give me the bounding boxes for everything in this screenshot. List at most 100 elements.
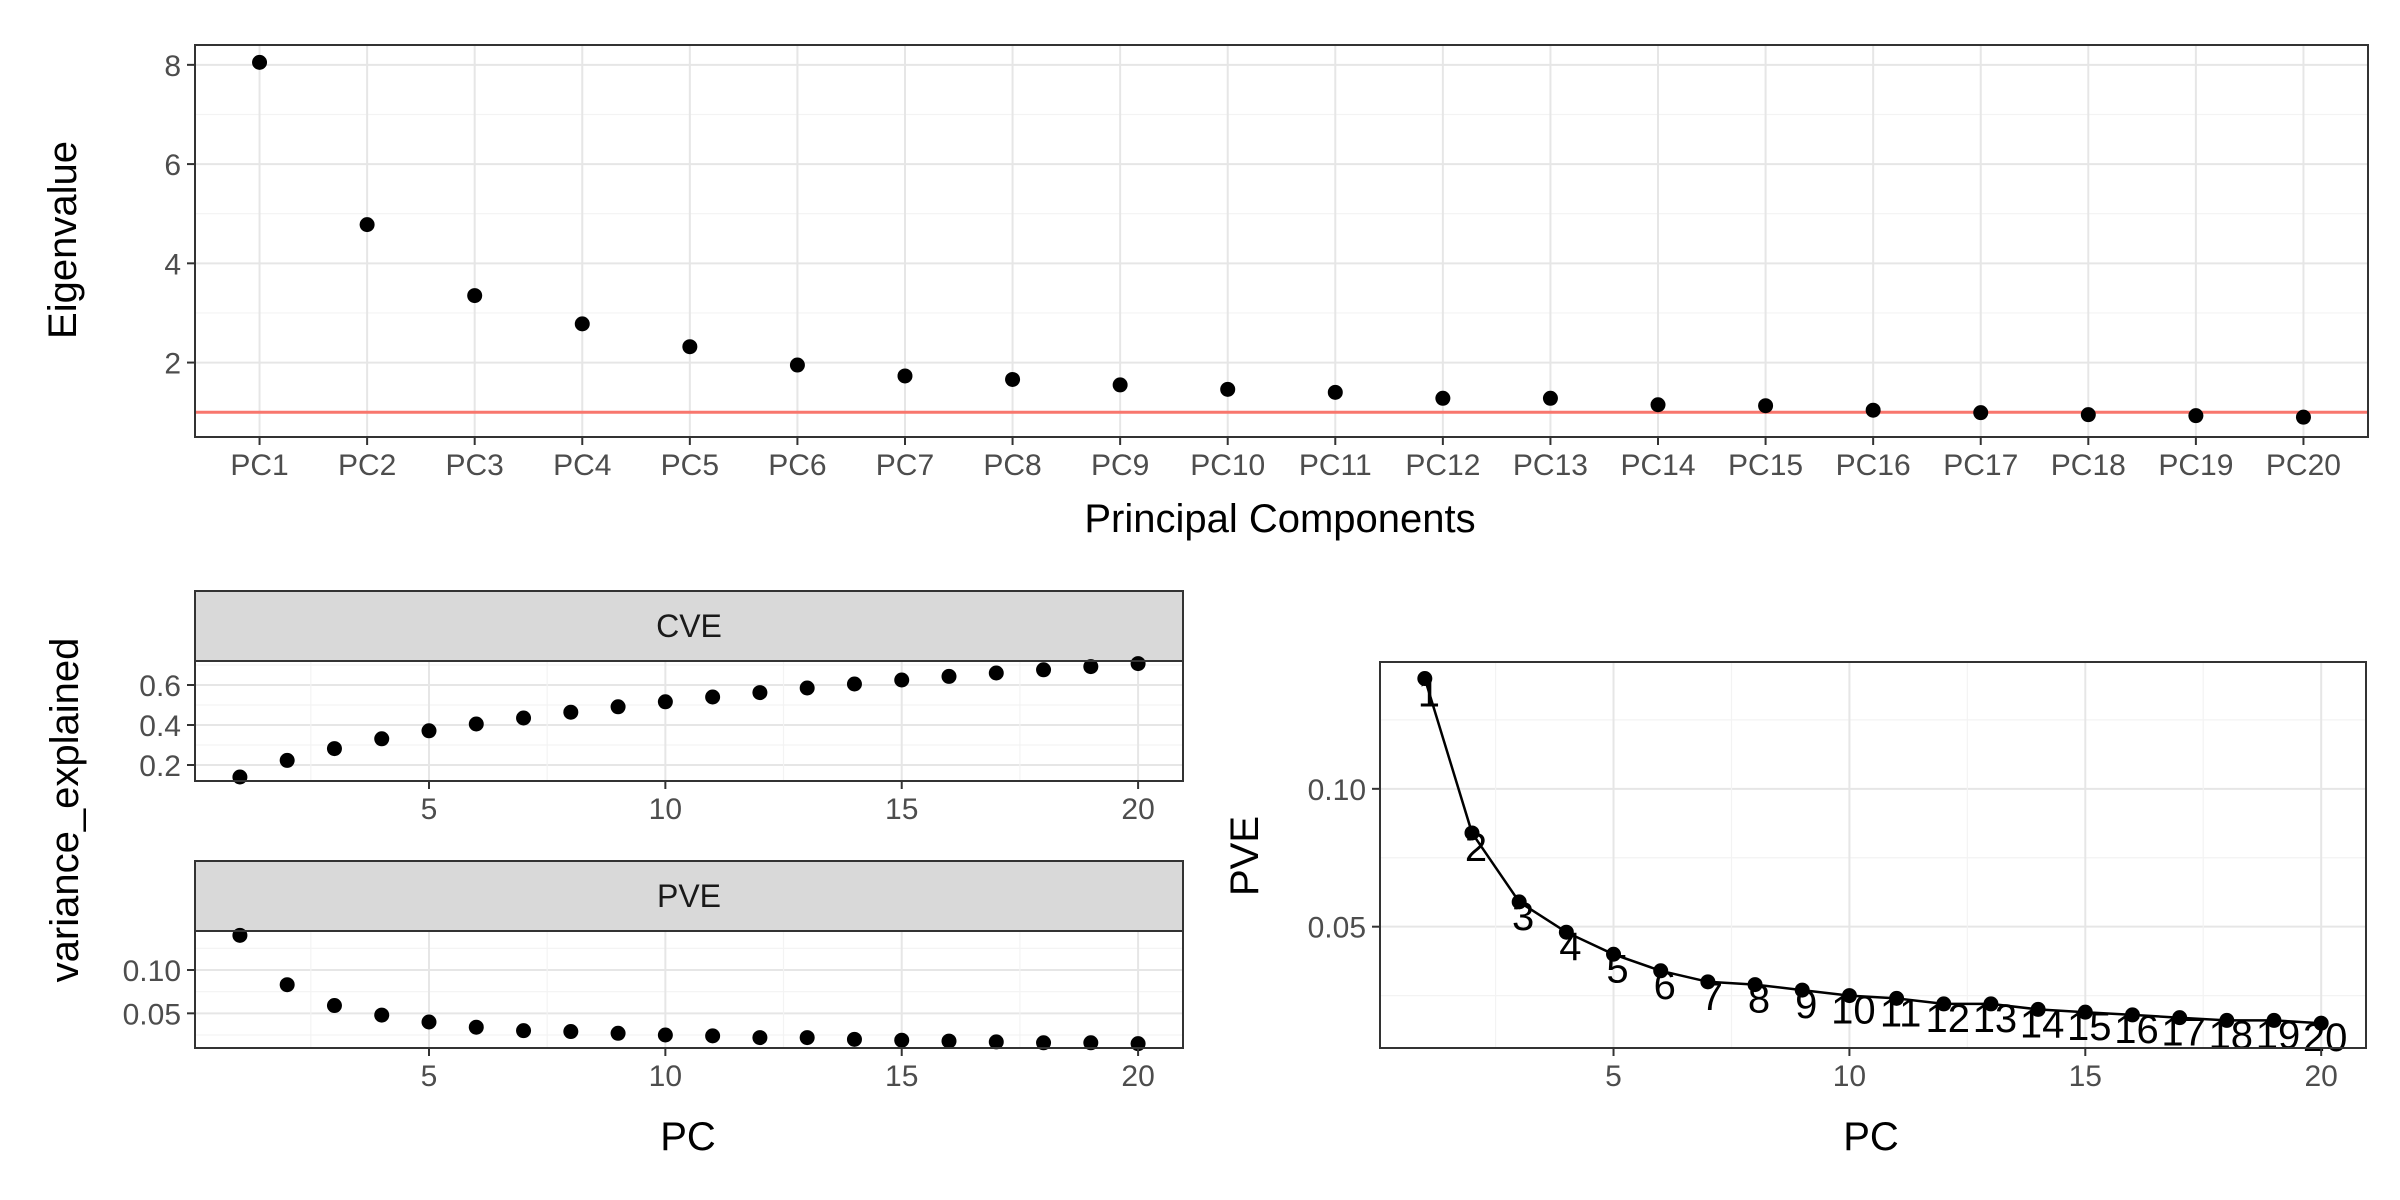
pve-line-point-3 (1511, 894, 1527, 910)
eigenvalue-plot: 2 4 6 8 PC1 PC2 PC3 PC4 PC5 PC6 PC7 PC8 PC9 PC10 PC11… (41, 44, 2369, 541)
facet-strip-label-cve: CVE (656, 608, 722, 644)
pve-line-point-6 (1653, 963, 1669, 979)
eigenvalue-panel-border (194, 44, 2369, 438)
pve-facet-point-6 (468, 1019, 484, 1035)
facets-x-axis-title: PC (660, 1115, 716, 1159)
eigenvalue-point-PC3 (467, 288, 483, 304)
cve-point-14 (846, 676, 862, 692)
pve-point-label-18: 18 (2209, 1013, 2254, 1057)
pve-point-label-13: 13 (1973, 997, 2018, 1041)
eigenvalue-x-tick-label: PC12 (1405, 449, 1480, 482)
pve-line-x-tick-label: 10 (1833, 1060, 1866, 1093)
pve-line-point-11 (1889, 990, 1905, 1006)
pve-point-label-5: 5 (1606, 947, 1628, 991)
pve-point-label-7: 7 (1701, 975, 1723, 1019)
cve-point-11 (705, 689, 721, 705)
pve-facet-point-14 (846, 1031, 862, 1047)
eigenvalue-x-tick-label: PC20 (2266, 449, 2341, 482)
eigenvalue-x-tick-label: PC1 (230, 449, 288, 482)
pve-line-point-4 (1558, 924, 1574, 940)
facet-pve: PVE 0.05 0.10 5 10 15 20 (123, 860, 1184, 1093)
pve-line-point-10 (1841, 988, 1857, 1004)
pve-facet-point-3 (326, 998, 342, 1014)
pve-point-label-19: 19 (2256, 1013, 2301, 1057)
cve-x-tick-label: 15 (885, 793, 918, 826)
pve-facet-point-18 (1036, 1035, 1052, 1051)
pve-line-points (1417, 671, 2329, 1031)
eigenvalue-point-PC19 (2188, 408, 2204, 424)
pve-point-label-15: 15 (2067, 1005, 2112, 1049)
eigenvalue-x-tick-label: PC19 (2158, 449, 2233, 482)
pve-line-point-2 (1464, 825, 1480, 841)
cve-x-tick-label: 10 (649, 793, 682, 826)
eigenvalue-x-tick-label: PC4 (553, 449, 611, 482)
eigenvalue-x-tick-label: PC10 (1190, 449, 1265, 482)
pve-line-series (1423, 678, 2322, 1025)
pve-line-point-18 (2219, 1012, 2235, 1028)
pve-facet-panel-border (194, 930, 1184, 1049)
pve-facet-point-12 (752, 1030, 768, 1046)
pve-line-point-8 (1747, 977, 1763, 993)
cve-point-4 (374, 731, 390, 747)
pve-line-x-tick-label: 15 (2069, 1060, 2102, 1093)
cve-point-6 (468, 716, 484, 732)
pve-facet-point-4 (374, 1007, 390, 1023)
eigenvalue-point-PC9 (1112, 377, 1128, 393)
cve-point-3 (326, 741, 342, 757)
eigenvalue-x-tick-label: PC5 (661, 449, 719, 482)
cve-point-16 (941, 668, 957, 684)
pve-line-point-7 (1700, 974, 1716, 990)
eigenvalue-y-ticks: 2 4 6 8 (164, 50, 195, 381)
cve-point-10 (657, 694, 673, 710)
eigenvalue-point-PC17 (1973, 405, 1989, 421)
pve-line-x-axis-title: PC (1843, 1115, 1899, 1159)
pve-point-label-20: 20 (2303, 1016, 2348, 1060)
pve-point-label-10: 10 (1831, 989, 1876, 1033)
eigenvalue-y-tick-label: 6 (164, 149, 181, 182)
cve-point-18 (1036, 662, 1052, 678)
eigenvalue-x-tick-label: PC14 (1620, 449, 1695, 482)
cve-point-20 (1130, 656, 1146, 672)
eigenvalue-point-PC18 (2080, 407, 2096, 423)
pve-facet-point-8 (563, 1024, 579, 1040)
pve-line-x-tick-label: 5 (1605, 1060, 1622, 1093)
pve-point-label-8: 8 (1748, 978, 1770, 1022)
eigenvalue-x-tick-label: PC11 (1299, 449, 1372, 482)
pve-facet-point-17 (988, 1034, 1004, 1050)
pve-facet-y-ticks: 0.05 0.10 (123, 955, 195, 1031)
pve-line-y-ticks: 0.05 0.10 (1308, 774, 1380, 945)
eigenvalue-x-tick-label: PC15 (1728, 449, 1803, 482)
facets-y-axis-title: variance_explained (43, 638, 87, 983)
eigenvalue-point-PC12 (1435, 390, 1451, 406)
eigenvalue-x-tick-label: PC9 (1091, 449, 1149, 482)
facet-strip-cve (194, 590, 1184, 662)
cve-point-15 (894, 672, 910, 688)
pve-point-label-3: 3 (1512, 895, 1534, 939)
pve-facet-y-tick-label: 0.05 (123, 998, 181, 1031)
eigenvalue-x-tick-label: PC16 (1836, 449, 1911, 482)
eigenvalue-x-tick-label: PC13 (1513, 449, 1588, 482)
cve-y-ticks: 0.2 0.4 0.6 (139, 670, 195, 783)
eigenvalue-point-PC16 (1865, 402, 1881, 418)
cve-point-1 (232, 769, 248, 785)
pve-point-label-4: 4 (1559, 925, 1581, 969)
pve-facet-x-tick-label: 20 (1121, 1060, 1154, 1093)
pve-line-point-19 (2266, 1012, 2282, 1028)
pve-line-point-12 (1936, 996, 1952, 1012)
pve-facet-point-10 (657, 1027, 673, 1043)
pve-facet-x-tick-label: 15 (885, 1060, 918, 1093)
pve-line-x-ticks: 5 10 15 20 (1605, 1048, 2338, 1093)
pve-line-y-tick-label: 0.05 (1308, 912, 1366, 945)
cve-point-7 (516, 710, 532, 726)
pve-point-label-11: 11 (1880, 991, 1922, 1035)
pve-line-y-axis-title: PVE (1223, 816, 1267, 896)
eigenvalue-point-PC14 (1650, 397, 1666, 413)
pve-line-panel-border (1379, 661, 2367, 1049)
cve-point-13 (799, 680, 815, 696)
facet-strip-label-pve: PVE (657, 878, 721, 914)
pve-point-label-9: 9 (1795, 983, 1817, 1027)
eigenvalue-x-tick-label: PC6 (768, 449, 826, 482)
eigenvalue-x-ticks: PC1 PC2 PC3 PC4 PC5 PC6 PC7 PC8 PC9 PC10 PC11 PC12 P… (230, 437, 2341, 482)
pve-facet-x-ticks: 5 10 15 20 (421, 1048, 1155, 1093)
